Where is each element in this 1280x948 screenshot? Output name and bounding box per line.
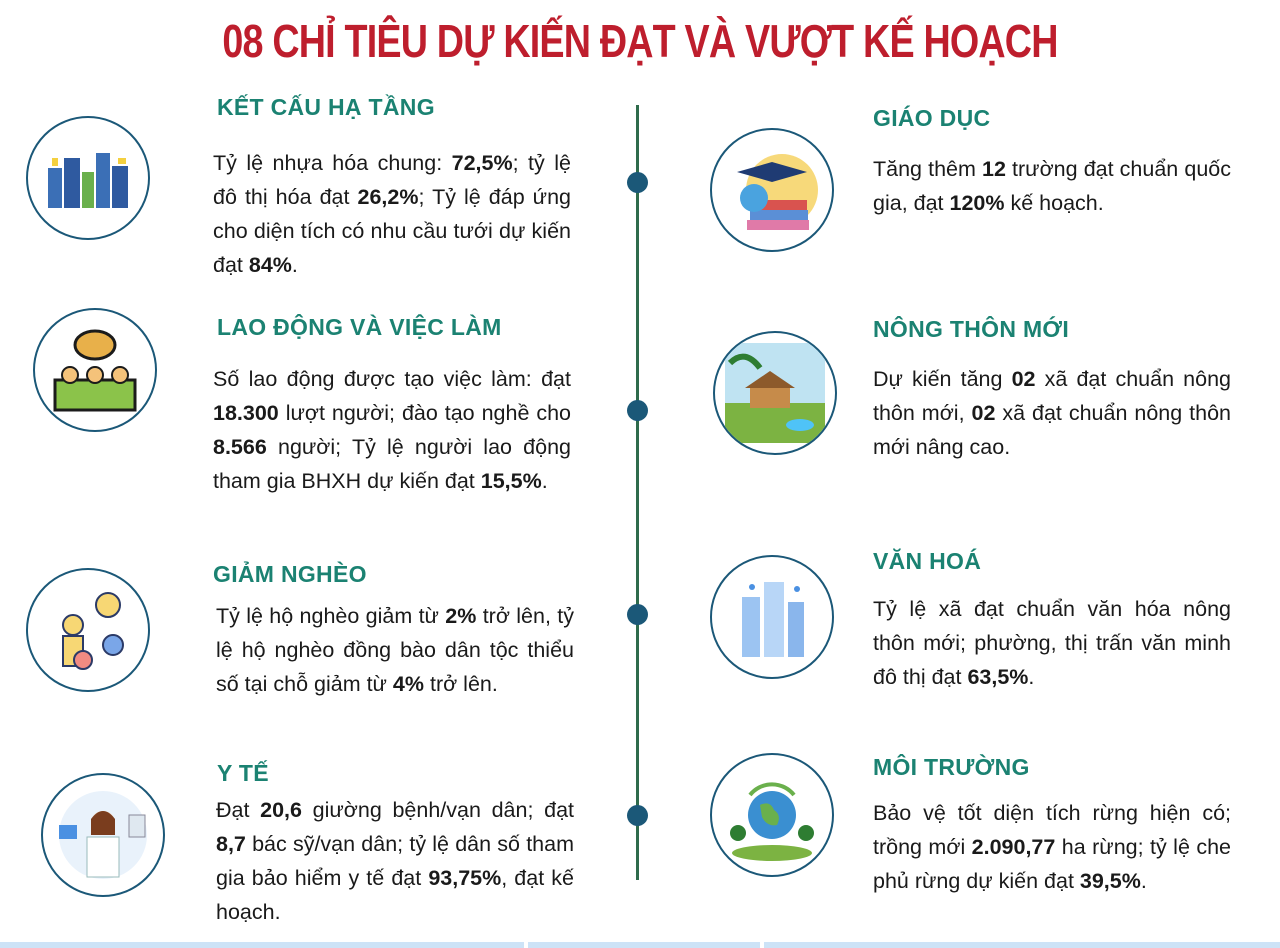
body-text: bác sỹ/vạn dân; tỷ lệ dân số tham gia bả… xyxy=(216,832,574,890)
highlight-value: 02 xyxy=(971,401,996,425)
section-body: Tăng thêm 12 trường đạt chuẩn quốc gia, … xyxy=(873,152,1231,220)
highlight-value: 63,5% xyxy=(967,665,1029,689)
earth-environment-icon xyxy=(710,753,834,877)
body-text: ; Tỷ lệ đáp ứng cho diện tích có nhu cầu… xyxy=(213,185,571,277)
body-text: Bảo vệ tốt diện tích rừng hiện có; trồng… xyxy=(873,801,1231,859)
footer-bar xyxy=(528,942,760,948)
smart-city-icon xyxy=(710,555,834,679)
timeline-dot xyxy=(627,604,648,625)
city-buildings-icon xyxy=(26,116,150,240)
body-text: trở lên. xyxy=(424,672,498,696)
section-title: KẾT CẤU HẠ TẦNG xyxy=(217,94,435,120)
doctor-health-icon xyxy=(41,773,165,897)
timeline-line xyxy=(636,105,639,880)
body-text: ha rừng; tỷ lệ che phủ rừng dự kiến đạt xyxy=(873,835,1231,893)
body-text: . xyxy=(1140,869,1147,893)
timeline-dot xyxy=(627,805,648,826)
body-text: lượt người; đào tạo nghề cho xyxy=(278,401,571,425)
section-body: Số lao động được tạo việc làm: đạt 18.30… xyxy=(213,362,571,498)
section-title: VĂN HOÁ xyxy=(873,548,982,574)
section-body: Tỷ lệ hộ nghèo giảm từ 2% trở lên, tỷ lệ… xyxy=(216,599,574,701)
poverty-support-icon xyxy=(26,568,150,692)
timeline-dot xyxy=(627,172,648,193)
timeline-dot xyxy=(627,400,648,421)
graduation-cap-books-icon xyxy=(710,128,834,252)
highlight-value: 18.300 xyxy=(213,401,279,425)
highlight-value: 8,7 xyxy=(216,832,246,856)
section-body: Dự kiến tăng 02 xã đạt chuẩn nông thôn m… xyxy=(873,362,1231,464)
section-title: GIẢM NGHÈO xyxy=(213,561,367,587)
highlight-value: 12 xyxy=(982,157,1006,181)
section-body: Bảo vệ tốt diện tích rừng hiện có; trồng… xyxy=(873,796,1231,898)
section-title: NÔNG THÔN MỚI xyxy=(873,316,1070,342)
body-text: giường bệnh/vạn dân; đạt xyxy=(301,798,574,822)
body-text: Đạt xyxy=(216,798,261,822)
highlight-value: 120% xyxy=(949,191,1005,215)
body-text: Tỷ lệ nhựa hóa chung: xyxy=(213,151,452,175)
workers-handshake-icon xyxy=(33,308,157,432)
body-text: trở lên, tỷ lệ hộ nghèo đồng bào dân tộc… xyxy=(216,604,574,696)
body-text: . xyxy=(541,469,548,493)
body-text: người; Tỷ lệ người lao động tham gia BHX… xyxy=(213,435,571,493)
section-title: Y TẾ xyxy=(217,760,269,786)
body-text: kế hoạch. xyxy=(1004,191,1104,215)
highlight-value: 2.090,77 xyxy=(971,835,1056,859)
body-text: Số lao động được tạo việc làm: đạt xyxy=(213,367,571,391)
body-text: Tỷ lệ hộ nghèo giảm từ xyxy=(216,604,446,628)
highlight-value: 2% xyxy=(445,604,477,628)
section-body: Tỷ lệ nhựa hóa chung: 72,5%; tỷ lệ đô th… xyxy=(213,146,571,282)
highlight-value: 84% xyxy=(248,253,292,277)
page-title: 08 CHỈ TIÊU DỰ KIẾN ĐẠT VÀ VƯỢT KẾ HOẠCH xyxy=(222,15,1058,67)
body-text: trường đạt chuẩn quốc gia, đạt xyxy=(873,157,1231,215)
highlight-value: 02 xyxy=(1011,367,1036,391)
highlight-value: 8.566 xyxy=(213,435,267,459)
rural-village-icon xyxy=(713,331,837,455)
highlight-value: 15,5% xyxy=(480,469,542,493)
highlight-value: 26,2% xyxy=(357,185,419,209)
highlight-value: 4% xyxy=(392,672,424,696)
highlight-value: 93,75% xyxy=(428,866,502,890)
section-title: LAO ĐỘNG VÀ VIỆC LÀM xyxy=(217,314,502,340)
highlight-value: 39,5% xyxy=(1079,869,1141,893)
body-text: xã đạt chuẩn nông thôn mới nâng cao. xyxy=(873,401,1231,459)
section-body: Đạt 20,6 giường bệnh/vạn dân; đạt 8,7 bá… xyxy=(216,793,574,929)
section-title: GIÁO DỤC xyxy=(873,105,991,131)
body-text: Tăng thêm xyxy=(873,157,983,181)
highlight-value: 72,5% xyxy=(451,151,513,175)
body-text: Tỷ lệ xã đạt chuẩn văn hóa nông thôn mới… xyxy=(873,597,1231,689)
body-text: xã đạt chuẩn nông thôn mới, xyxy=(873,367,1231,425)
section-title: MÔI TRƯỜNG xyxy=(873,754,1030,780)
body-text: ; tỷ lệ đô thị hóa đạt xyxy=(213,151,571,209)
section-body: Tỷ lệ xã đạt chuẩn văn hóa nông thôn mới… xyxy=(873,592,1231,694)
footer-bar xyxy=(0,942,524,948)
body-text: , đạt kế hoạch. xyxy=(216,866,574,924)
body-text: . xyxy=(291,253,298,277)
highlight-value: 20,6 xyxy=(260,798,302,822)
body-text: Dự kiến tăng xyxy=(873,367,1012,391)
body-text: . xyxy=(1028,665,1035,689)
footer-bar xyxy=(764,942,1280,948)
